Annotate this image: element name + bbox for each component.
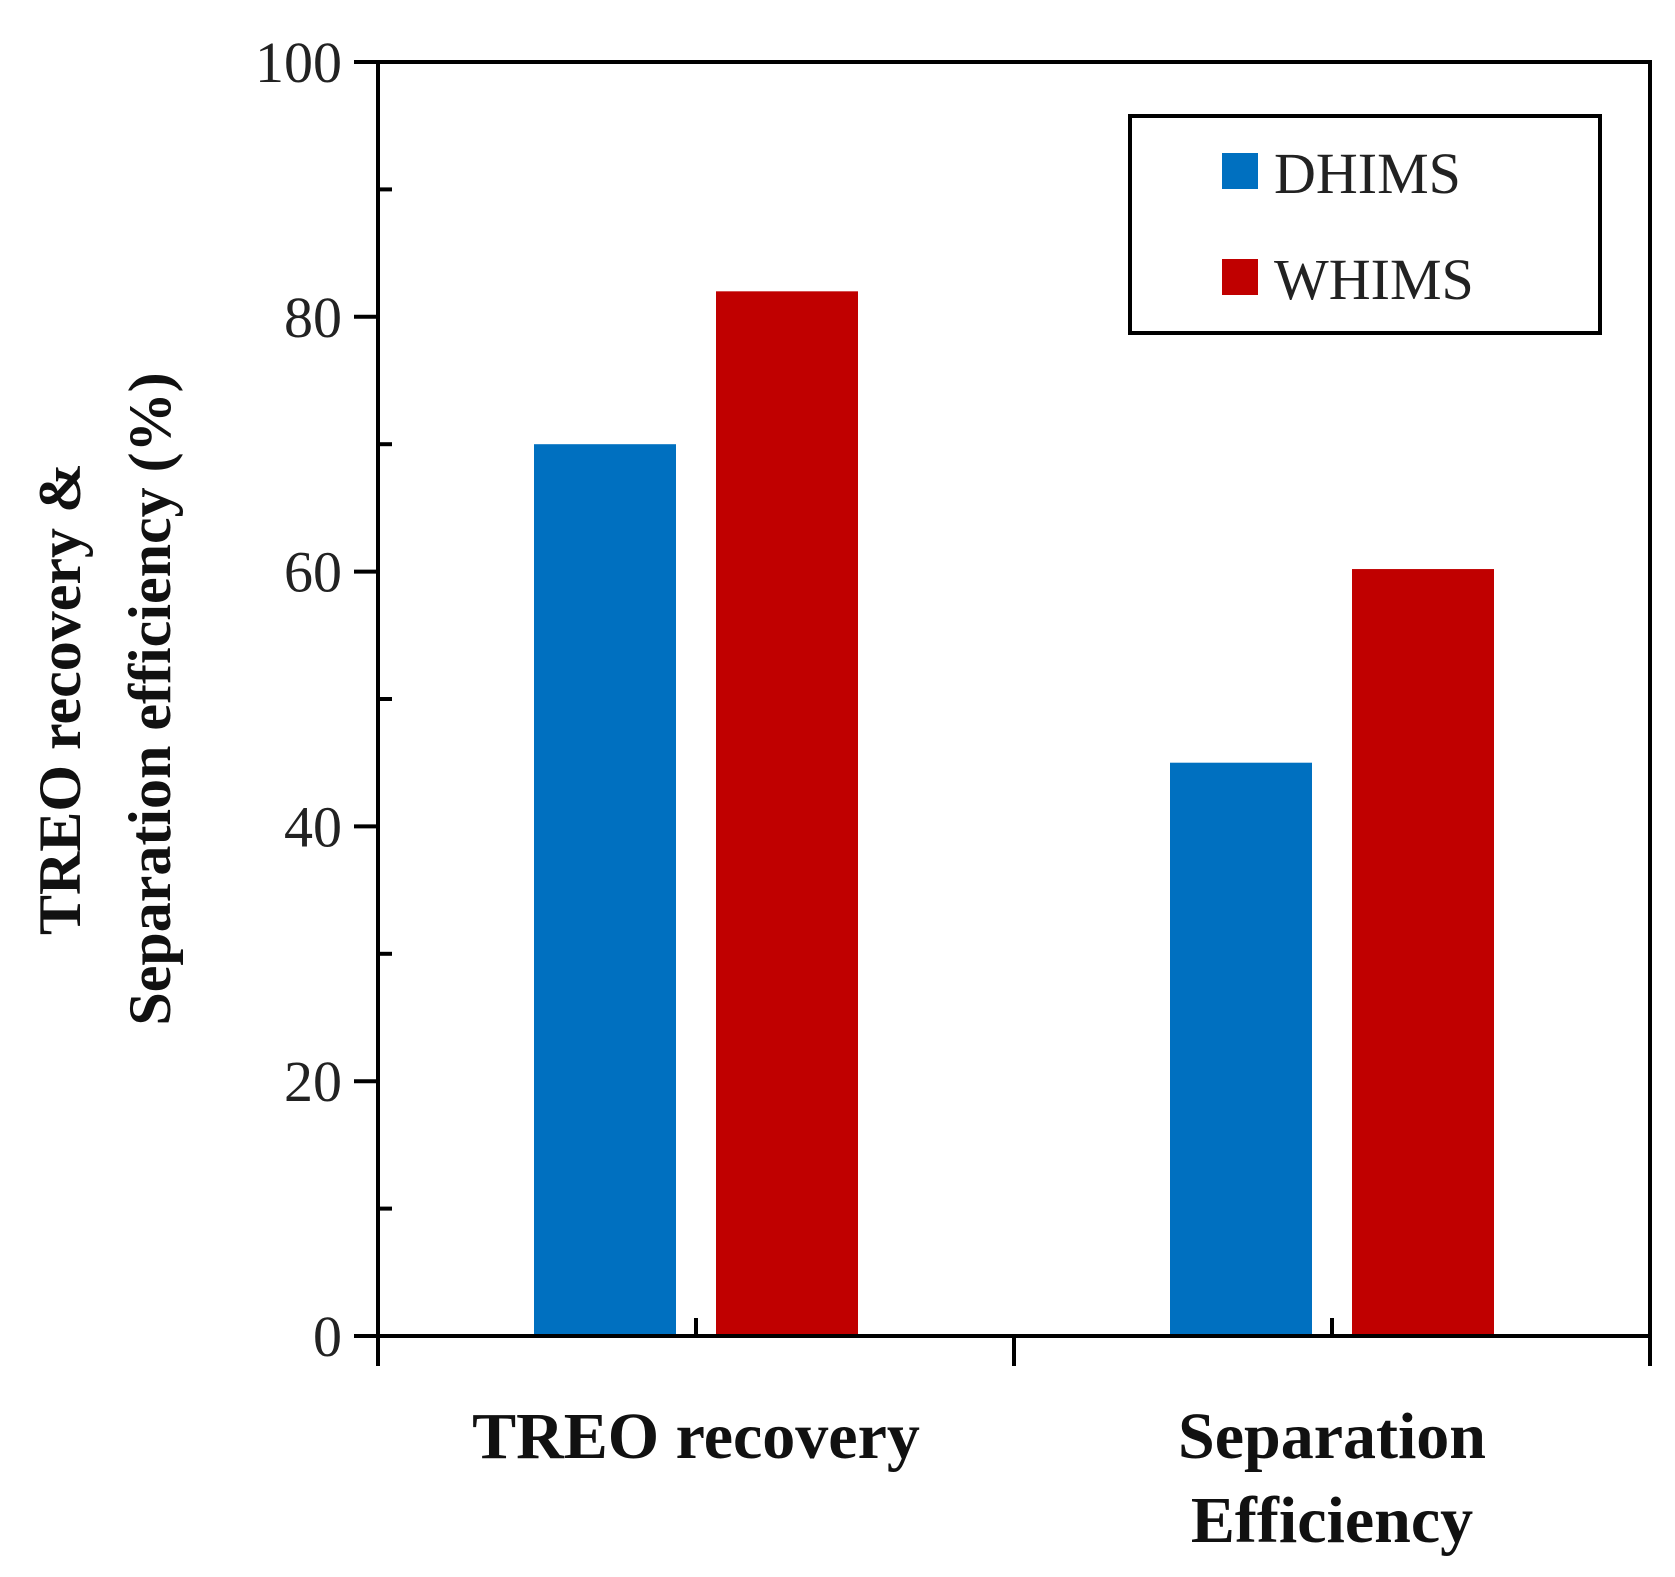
- legend-label-dhims: DHIMS: [1274, 141, 1461, 206]
- y-tick-label: 0: [313, 1304, 342, 1369]
- bar-dhims-1: [1170, 763, 1312, 1336]
- bar-dhims-0: [534, 444, 676, 1336]
- y-axis-title-line: Separation efficiency (%): [117, 372, 183, 1025]
- y-axis-title-line: TREO recovery &: [27, 463, 93, 935]
- y-tick-label: 80: [284, 285, 342, 350]
- x-category-label: TREO recovery: [472, 1400, 920, 1473]
- legend-swatch-whims: [1222, 259, 1258, 295]
- y-axis-title: TREO recovery & Separation efficiency (%): [27, 372, 183, 1025]
- x-category-label: Efficiency: [1191, 1484, 1473, 1557]
- y-tick-label: 40: [284, 794, 342, 859]
- legend: DHIMS WHIMS: [1130, 116, 1600, 333]
- bar-whims-0: [716, 291, 858, 1336]
- legend-label-whims: WHIMS: [1274, 247, 1474, 312]
- x-axis-category-labels: TREO recovery Separation Efficiency: [472, 1400, 1486, 1557]
- x-category-label: Separation: [1178, 1400, 1486, 1473]
- y-tick-label: 60: [284, 540, 342, 605]
- y-axis-ticks: 0 20 40 60 80 100: [255, 30, 392, 1369]
- bar-chart: TREO recovery & Separation efficiency (%)…: [0, 0, 1675, 1577]
- bar-whims-1: [1352, 569, 1494, 1336]
- y-tick-label: 100: [255, 30, 342, 95]
- bars: [534, 291, 1494, 1336]
- legend-swatch-dhims: [1222, 153, 1258, 189]
- chart-root: TREO recovery & Separation efficiency (%)…: [0, 0, 1675, 1577]
- y-tick-label: 20: [284, 1049, 342, 1114]
